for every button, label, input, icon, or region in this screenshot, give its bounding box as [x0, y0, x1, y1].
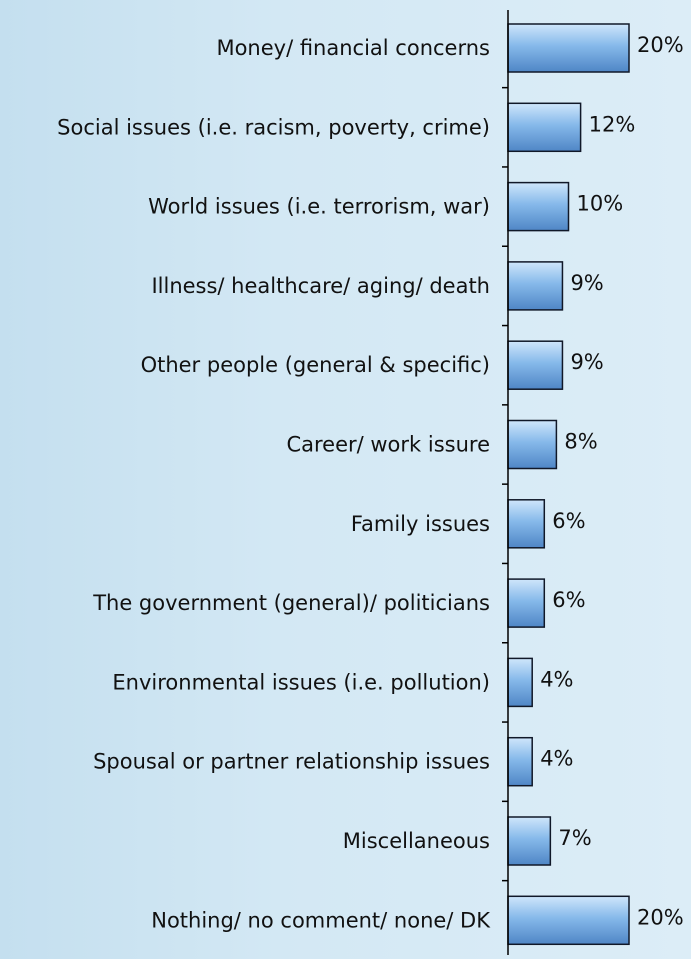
bar: [507, 578, 546, 628]
category-label: Spousal or partner relationship issues: [93, 750, 490, 774]
data-label: 7%: [558, 826, 591, 850]
category-label: Money/ financial concerns: [216, 36, 490, 60]
category-label: Other people (general & specific): [141, 353, 490, 377]
data-label: 20%: [637, 33, 684, 57]
bar: [507, 340, 564, 390]
bar: [507, 261, 564, 311]
category-label: The government (general)/ politicians: [92, 591, 490, 615]
data-label: 12%: [589, 112, 636, 136]
bar: [507, 102, 582, 153]
data-label: 9%: [570, 350, 603, 374]
category-label: Illness/ healthcare/ aging/ death: [151, 274, 490, 298]
category-label: Social issues (i.e. racism, poverty, cri…: [57, 115, 490, 139]
category-label: Environmental issues (i.e. pollution): [112, 670, 490, 694]
data-label: 4%: [540, 747, 573, 771]
data-label: 4%: [540, 667, 573, 691]
bar: [507, 419, 558, 470]
bar: [507, 499, 546, 549]
bar: [507, 657, 533, 708]
data-label: 6%: [552, 509, 585, 533]
data-label: 20%: [637, 905, 684, 929]
bar: [507, 736, 533, 787]
data-label: 9%: [570, 271, 603, 295]
category-label: Family issues: [351, 512, 490, 536]
bar: [507, 895, 630, 946]
axis-ticks: [502, 86, 508, 882]
data-label: 8%: [564, 430, 597, 454]
bar: [507, 181, 570, 232]
bar: [507, 816, 552, 866]
data-label: 10%: [577, 192, 624, 216]
category-label: Career/ work issure: [286, 433, 490, 457]
category-label: World issues (i.e. terrorism, war): [148, 195, 490, 219]
category-label: Miscellaneous: [343, 829, 490, 853]
data-label: 6%: [552, 588, 585, 612]
category-label: Nothing/ no comment/ none/ DK: [151, 908, 491, 932]
bar: [507, 23, 630, 73]
